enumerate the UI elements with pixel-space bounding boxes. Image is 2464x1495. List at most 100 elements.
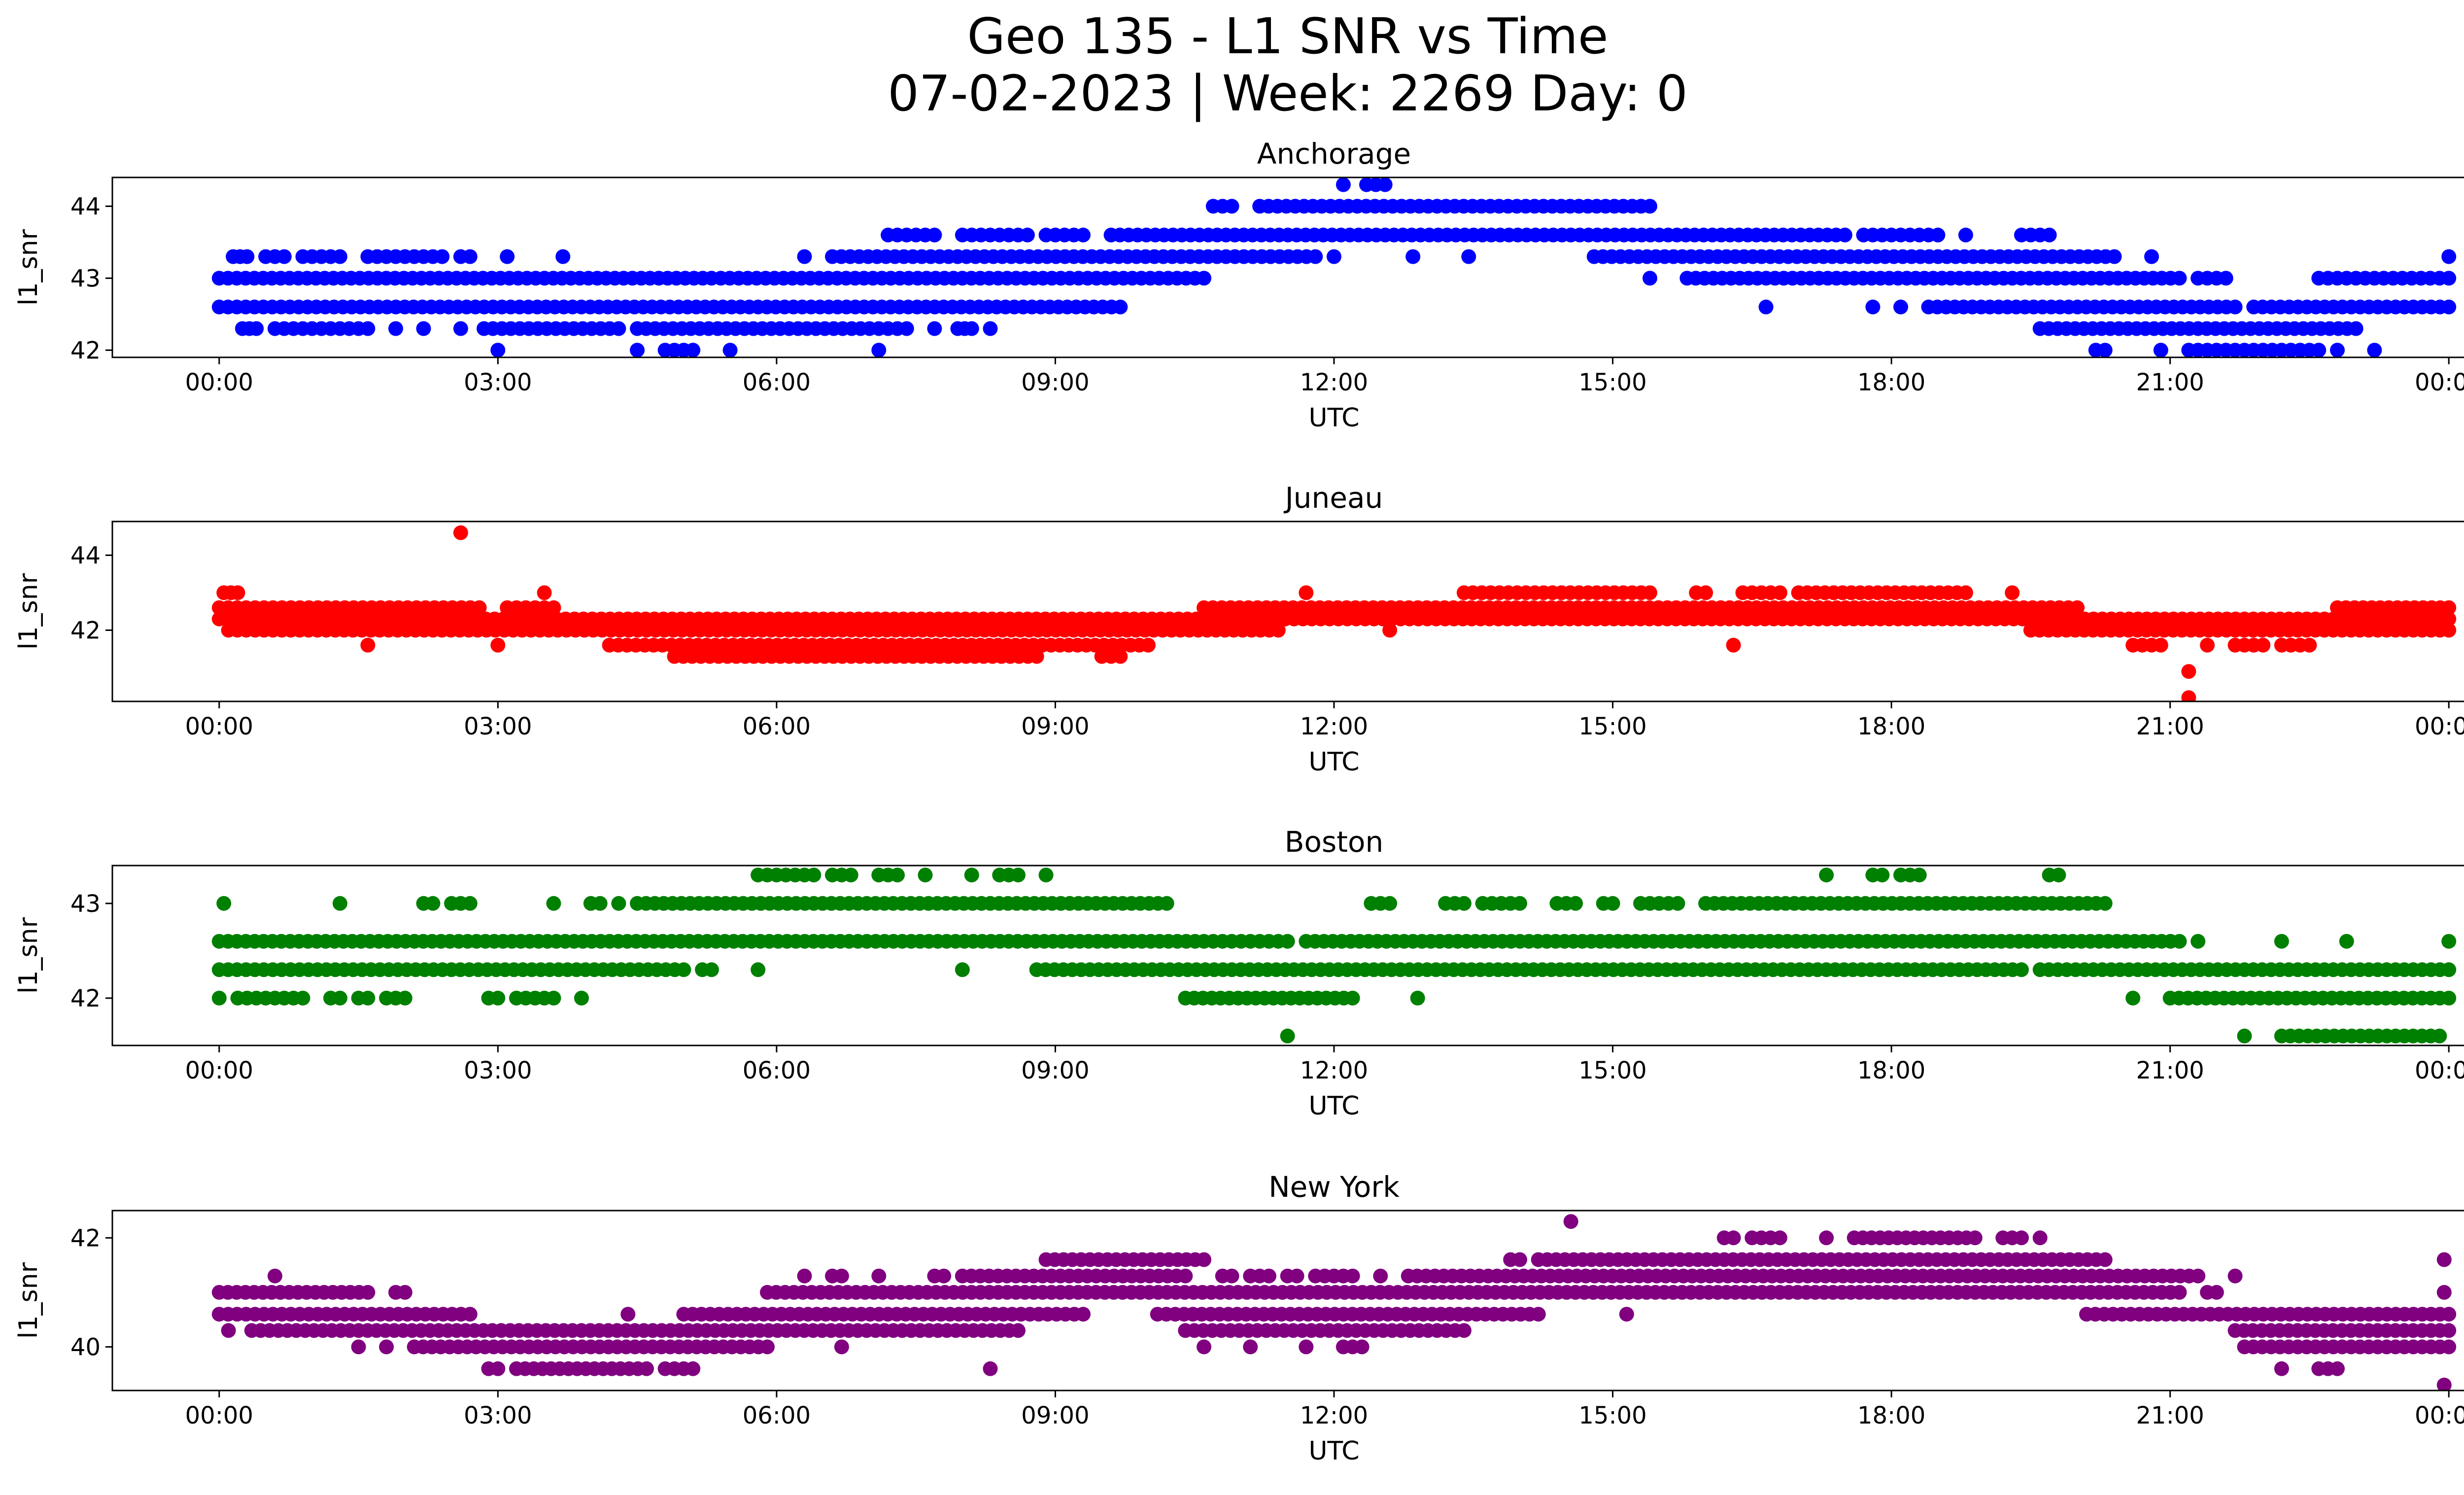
data-point — [797, 1268, 812, 1284]
data-point — [1076, 1307, 1091, 1322]
data-point — [592, 896, 608, 911]
data-point — [360, 637, 376, 653]
data-point — [435, 249, 450, 264]
data-point — [1113, 649, 1128, 664]
data-point — [1698, 585, 1713, 600]
data-point — [1865, 299, 1881, 314]
data-point — [2125, 990, 2141, 1006]
data-point — [2005, 585, 2020, 600]
data-point — [2190, 934, 2206, 949]
data-point — [890, 868, 905, 883]
data-point — [2441, 249, 2457, 264]
data-point — [2014, 1230, 2029, 1246]
x-tick-label: 00:00 — [185, 713, 253, 740]
data-point — [1456, 896, 1472, 911]
data-point — [983, 321, 998, 336]
data-point — [2436, 1285, 2452, 1300]
scatter-points — [211, 1214, 2457, 1391]
x-tick-label: 18:00 — [1857, 369, 1925, 396]
subplot-title: Anchorage — [1257, 137, 1411, 171]
data-point — [630, 343, 645, 357]
data-point — [221, 1323, 236, 1338]
data-point — [453, 321, 468, 336]
data-point — [1958, 227, 1973, 243]
data-point — [1011, 868, 1026, 883]
x-tick-label: 09:00 — [1021, 369, 1089, 396]
x-tick-label: 06:00 — [743, 1402, 811, 1429]
x-axis-label: UTC — [1308, 747, 1359, 777]
data-point — [332, 990, 347, 1006]
x-axis-label: UTC — [1308, 1436, 1359, 1466]
data-point — [1758, 299, 1774, 314]
data-point — [1299, 585, 1314, 600]
x-tick-label: 09:00 — [1021, 1057, 1089, 1084]
data-point — [462, 896, 478, 911]
data-point — [918, 868, 933, 883]
data-point — [1280, 934, 1295, 949]
data-point — [360, 321, 376, 336]
data-point — [871, 1268, 887, 1284]
data-point — [2348, 321, 2363, 336]
data-point — [1875, 868, 1890, 883]
data-point — [1270, 623, 1286, 638]
subplot-boston: 00:00 03:00 06:00 09:00 12:00 15:00 18:00 21:00… — [14, 825, 2464, 1121]
figure-subtitle: 07-02-2023 | Week: 2269 Day: 0 — [888, 65, 1688, 122]
data-point — [1670, 896, 1685, 911]
data-point — [379, 1339, 394, 1355]
x-tick-label: 12:00 — [1300, 713, 1368, 740]
data-point — [1197, 1339, 1212, 1355]
data-point — [1726, 637, 1741, 653]
data-point — [249, 321, 264, 336]
data-point — [2339, 934, 2354, 949]
data-point — [1382, 896, 1398, 911]
data-point — [360, 1285, 376, 1300]
y-tick-label: 42 — [70, 985, 101, 1012]
data-point — [2200, 637, 2215, 653]
x-tick-label: 18:00 — [1857, 1402, 1925, 1429]
data-point — [1141, 637, 1156, 653]
data-point — [1563, 1214, 1578, 1229]
x-axis-label: UTC — [1308, 1091, 1359, 1121]
x-tick-label: 15:00 — [1578, 713, 1646, 740]
data-point — [2441, 990, 2457, 1006]
scatter-points — [211, 177, 2457, 357]
scatter-points — [211, 868, 2457, 1043]
data-point — [1289, 1268, 1304, 1284]
data-point — [871, 343, 887, 357]
data-point — [1643, 271, 1657, 286]
subplot-new-york: 00:00 03:00 06:00 09:00 12:00 15:00 18:00 21:00… — [14, 1170, 2464, 1466]
data-point — [639, 1361, 654, 1376]
data-point — [1327, 249, 1341, 264]
data-point — [2051, 868, 2066, 883]
x-tick-label: 06:00 — [743, 713, 811, 740]
data-point — [1029, 649, 1044, 664]
data-point — [267, 1268, 282, 1284]
data-point — [1410, 990, 1425, 1006]
x-tick-label: 03:00 — [464, 713, 532, 740]
data-point — [1299, 1339, 1314, 1355]
data-point — [490, 343, 506, 357]
data-point — [295, 990, 310, 1006]
data-point — [1011, 1323, 1026, 1338]
data-point — [416, 321, 431, 336]
x-tick-label: 09:00 — [1021, 713, 1089, 740]
data-point — [834, 1268, 849, 1284]
data-point — [2436, 1377, 2452, 1391]
data-point — [704, 962, 719, 977]
y-tick-label: 42 — [70, 1224, 101, 1252]
data-point — [1930, 227, 1946, 243]
data-point — [500, 249, 515, 264]
x-tick-label: 21:00 — [2136, 369, 2204, 396]
x-tick-label: 03:00 — [464, 369, 532, 396]
data-point — [1893, 299, 1908, 314]
data-point — [2097, 1252, 2113, 1267]
scatter-points — [211, 525, 2457, 701]
data-point — [1772, 585, 1787, 600]
y-axis-label: l1_snr — [14, 917, 43, 994]
data-point — [1373, 1268, 1388, 1284]
data-point — [397, 990, 412, 1006]
data-point — [2172, 934, 2187, 949]
data-point — [1568, 896, 1583, 911]
data-point — [1837, 227, 1852, 243]
y-axis-label: l1_snr — [14, 1262, 43, 1339]
